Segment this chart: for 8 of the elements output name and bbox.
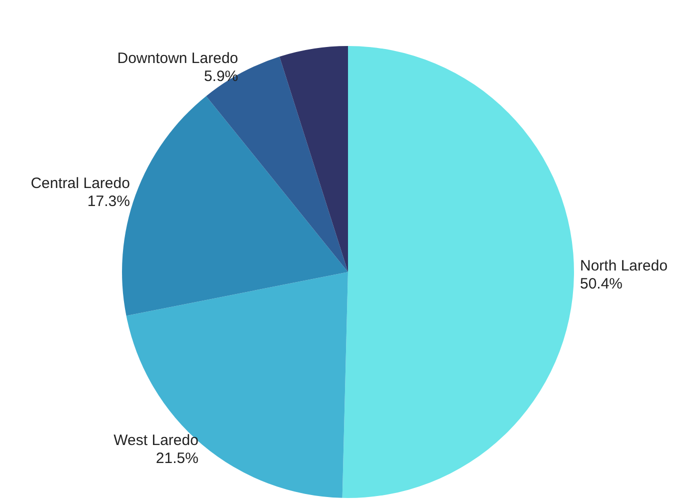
slice-label: North Laredo	[580, 257, 668, 274]
slice-label: Downtown Laredo	[117, 50, 238, 68]
data-label: 17.3%	[87, 193, 130, 210]
slice-label: Central Laredo	[30, 175, 130, 192]
data-label: 21.5%	[156, 450, 198, 467]
slice-label: West Laredo	[114, 432, 198, 449]
data-label: 5.9%	[204, 68, 238, 86]
data-label: 50.4%	[580, 275, 623, 292]
